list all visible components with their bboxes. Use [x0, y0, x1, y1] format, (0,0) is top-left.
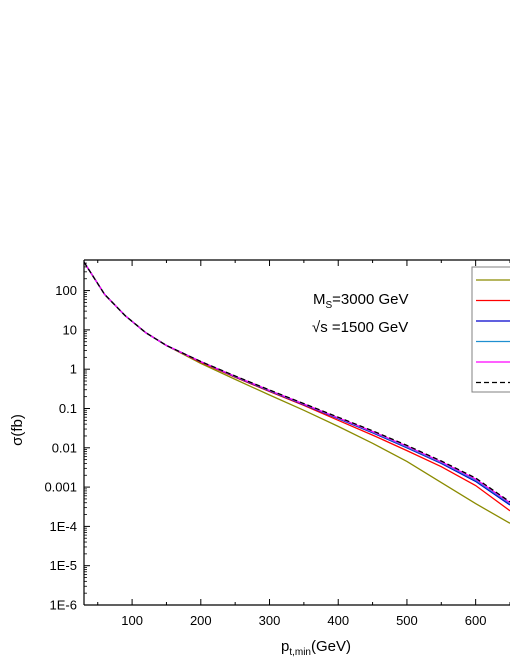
- annotation-energy: √s =1500 GeV: [312, 319, 408, 336]
- annotation-mass-main: M: [313, 291, 326, 308]
- series-line-1: [84, 261, 510, 524]
- y-tick-label: 1: [70, 362, 77, 377]
- series-line-4: [84, 261, 510, 505]
- y-tick-label: 0.001: [44, 480, 77, 495]
- legend: [471, 266, 510, 393]
- x-axis-title: pt,min(GeV): [281, 638, 351, 658]
- y-tick-label: 100: [55, 283, 77, 298]
- y-tick-label: 1E-6: [50, 598, 77, 613]
- y-tick-label: 1E-4: [50, 519, 77, 534]
- annotation-mass-sub: S: [326, 300, 333, 311]
- x-tick-label: 300: [259, 613, 281, 628]
- y-tick-label: 10: [63, 322, 77, 337]
- x-tick-label: 600: [465, 613, 487, 628]
- y-axis-title: σ(fb): [9, 414, 26, 446]
- x-axis-title-unit: (GeV): [311, 638, 351, 655]
- y-tick-label: 1E-5: [50, 558, 77, 573]
- x-tick-label: 200: [190, 613, 212, 628]
- y-tick-label: 0.1: [59, 401, 77, 416]
- x-axis-title-sub: t,min: [289, 647, 311, 658]
- legend-box: [471, 266, 510, 393]
- x-tick-label: 100: [121, 613, 143, 628]
- x-axis-title-main: p: [281, 638, 289, 655]
- series-line-6: [84, 261, 510, 503]
- series-line-3: [84, 261, 510, 506]
- x-tick-label: 400: [327, 613, 349, 628]
- y-tick-label: 0.01: [52, 440, 77, 455]
- annotation-mass-rest: =3000 GeV: [332, 291, 408, 308]
- series-line-2: [84, 261, 510, 512]
- x-tick-label: 500: [396, 613, 418, 628]
- annotation-mass: MS=3000 GeV: [313, 291, 408, 311]
